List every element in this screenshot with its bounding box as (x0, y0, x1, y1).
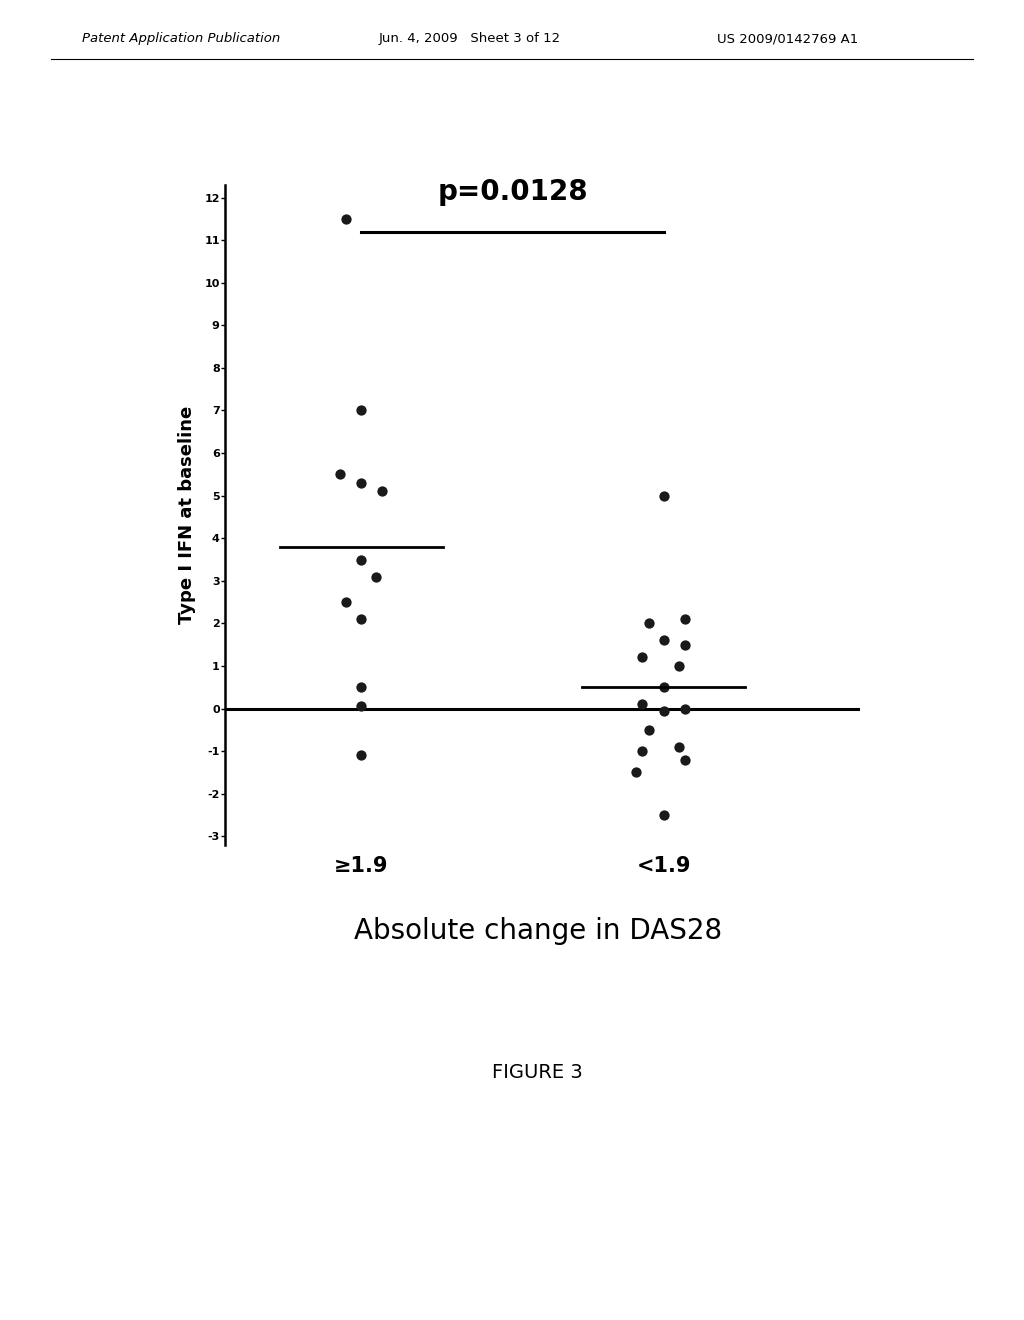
Point (655, 700, 672, 721)
Point (369, 566, 385, 587)
Point (634, 741, 650, 762)
Point (375, 480, 391, 502)
Point (634, 647, 650, 668)
Point (655, 804, 672, 825)
Point (677, 698, 693, 719)
Point (655, 484, 672, 506)
Point (677, 634, 693, 655)
Point (353, 677, 370, 698)
Point (629, 762, 645, 783)
Point (671, 737, 687, 758)
Point (640, 719, 656, 741)
Point (655, 630, 672, 651)
Point (338, 591, 354, 612)
Point (353, 473, 370, 494)
Point (671, 656, 687, 677)
Point (338, 209, 354, 230)
Point (353, 549, 370, 570)
Point (677, 609, 693, 630)
Point (353, 609, 370, 630)
Point (353, 744, 370, 766)
Point (640, 612, 656, 634)
Point (332, 463, 348, 484)
Text: Absolute change in DAS28: Absolute change in DAS28 (353, 917, 722, 945)
Y-axis label: Type I IFN at baseline: Type I IFN at baseline (178, 405, 196, 624)
Point (677, 748, 693, 770)
Point (353, 696, 370, 717)
Point (655, 677, 672, 698)
Text: FIGURE 3: FIGURE 3 (493, 1063, 583, 1081)
Point (634, 694, 650, 715)
Text: p=0.0128: p=0.0128 (437, 178, 588, 206)
Text: Patent Application Publication: Patent Application Publication (82, 32, 281, 45)
Point (353, 400, 370, 421)
Text: Jun. 4, 2009   Sheet 3 of 12: Jun. 4, 2009 Sheet 3 of 12 (379, 32, 561, 45)
Text: US 2009/0142769 A1: US 2009/0142769 A1 (717, 32, 858, 45)
